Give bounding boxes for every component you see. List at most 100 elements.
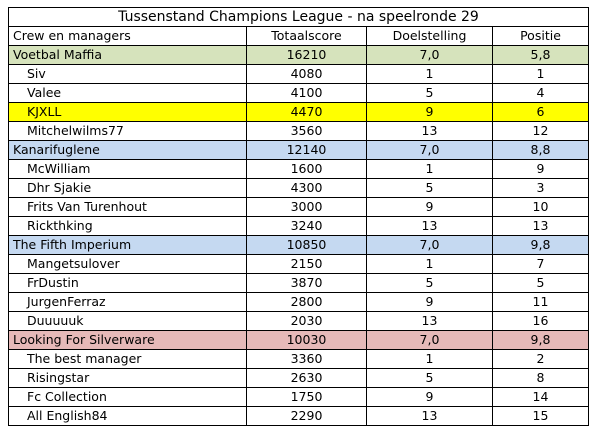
total-score-cell: 4080 bbox=[246, 64, 367, 84]
total-score-cell: 2290 bbox=[246, 406, 367, 426]
position-cell: 11 bbox=[492, 292, 589, 312]
total-score-cell: 2150 bbox=[246, 254, 367, 274]
manager-name: Fc Collection bbox=[8, 387, 247, 407]
position-cell: 15 bbox=[492, 406, 589, 426]
goal-cell: 13 bbox=[366, 311, 493, 331]
table-title: Tussenstand Champions League - na speelr… bbox=[8, 7, 589, 27]
manager-row: Dhr Sjakie 4300 5 3 bbox=[8, 178, 589, 198]
total-score-cell: 3870 bbox=[246, 273, 367, 293]
goal-cell: 9 bbox=[366, 102, 493, 122]
goal-cell: 7,0 bbox=[366, 235, 493, 255]
position-cell: 7 bbox=[492, 254, 589, 274]
goal-cell: 9 bbox=[366, 197, 493, 217]
total-score-cell: 4470 bbox=[246, 102, 367, 122]
title-row: Tussenstand Champions League - na speelr… bbox=[8, 7, 589, 27]
team-row: The Fifth Imperium 10850 7,0 9,8 bbox=[8, 235, 589, 255]
header-crew: Crew en managers bbox=[8, 26, 247, 46]
position-cell: 9 bbox=[492, 159, 589, 179]
header-positie: Positie bbox=[492, 26, 589, 46]
position-cell: 9,8 bbox=[492, 330, 589, 350]
position-cell: 5 bbox=[492, 273, 589, 293]
total-score-cell: 16210 bbox=[246, 45, 367, 65]
manager-name: KJXLL bbox=[8, 102, 247, 122]
total-score-cell: 2800 bbox=[246, 292, 367, 312]
goal-cell: 5 bbox=[366, 368, 493, 388]
position-cell: 10 bbox=[492, 197, 589, 217]
position-cell: 2 bbox=[492, 349, 589, 369]
total-score-cell: 10850 bbox=[246, 235, 367, 255]
position-cell: 8,8 bbox=[492, 140, 589, 160]
position-cell: 3 bbox=[492, 178, 589, 198]
goal-cell: 5 bbox=[366, 273, 493, 293]
position-cell: 4 bbox=[492, 83, 589, 103]
goal-cell: 9 bbox=[366, 292, 493, 312]
manager-name: Frits Van Turenhout bbox=[8, 197, 247, 217]
manager-name: Risingstar bbox=[8, 368, 247, 388]
manager-row: Rickthking 3240 13 13 bbox=[8, 216, 589, 236]
position-cell: 14 bbox=[492, 387, 589, 407]
manager-row: Frits Van Turenhout 3000 9 10 bbox=[8, 197, 589, 217]
standings-table: Tussenstand Champions League - na speelr… bbox=[8, 7, 589, 426]
manager-name: Dhr Sjakie bbox=[8, 178, 247, 198]
manager-name: Mangetsulover bbox=[8, 254, 247, 274]
manager-name: Mitchelwilms77 bbox=[8, 121, 247, 141]
goal-cell: 1 bbox=[366, 254, 493, 274]
total-score-cell: 4300 bbox=[246, 178, 367, 198]
total-score-cell: 3240 bbox=[246, 216, 367, 236]
manager-row: Mitchelwilms77 3560 13 12 bbox=[8, 121, 589, 141]
manager-name: The best manager bbox=[8, 349, 247, 369]
goal-cell: 7,0 bbox=[366, 330, 493, 350]
position-cell: 9,8 bbox=[492, 235, 589, 255]
position-cell: 8 bbox=[492, 368, 589, 388]
total-score-cell: 12140 bbox=[246, 140, 367, 160]
manager-name: JurgenFerraz bbox=[8, 292, 247, 312]
manager-row: Fc Collection 1750 9 14 bbox=[8, 387, 589, 407]
total-score-cell: 1750 bbox=[246, 387, 367, 407]
team-name: The Fifth Imperium bbox=[8, 235, 247, 255]
position-cell: 1 bbox=[492, 64, 589, 84]
goal-cell: 5 bbox=[366, 83, 493, 103]
goal-cell: 1 bbox=[366, 159, 493, 179]
manager-name: Valee bbox=[8, 83, 247, 103]
goal-cell: 9 bbox=[366, 387, 493, 407]
position-cell: 6 bbox=[492, 102, 589, 122]
total-score-cell: 10030 bbox=[246, 330, 367, 350]
manager-name: All English84 bbox=[8, 406, 247, 426]
team-row: Looking For Silverware 10030 7,0 9,8 bbox=[8, 330, 589, 350]
manager-row: Risingstar 2630 5 8 bbox=[8, 368, 589, 388]
total-score-cell: 2630 bbox=[246, 368, 367, 388]
manager-row: KJXLL 4470 9 6 bbox=[8, 102, 589, 122]
position-cell: 5,8 bbox=[492, 45, 589, 65]
header-row: Crew en managers Totaalscore Doelstellin… bbox=[8, 26, 589, 46]
standings-body: Tussenstand Champions League - na speelr… bbox=[8, 7, 589, 426]
goal-cell: 13 bbox=[366, 406, 493, 426]
total-score-cell: 4100 bbox=[246, 83, 367, 103]
header-doelstelling: Doelstelling bbox=[366, 26, 493, 46]
team-row: Kanarifuglene 12140 7,0 8,8 bbox=[8, 140, 589, 160]
goal-cell: 7,0 bbox=[366, 140, 493, 160]
manager-row: The best manager 3360 1 2 bbox=[8, 349, 589, 369]
total-score-cell: 2030 bbox=[246, 311, 367, 331]
team-row: Voetbal Maffia 16210 7,0 5,8 bbox=[8, 45, 589, 65]
team-name: Kanarifuglene bbox=[8, 140, 247, 160]
manager-row: JurgenFerraz 2800 9 11 bbox=[8, 292, 589, 312]
position-cell: 13 bbox=[492, 216, 589, 236]
manager-name: FrDustin bbox=[8, 273, 247, 293]
manager-name: McWilliam bbox=[8, 159, 247, 179]
goal-cell: 7,0 bbox=[366, 45, 493, 65]
total-score-cell: 3560 bbox=[246, 121, 367, 141]
position-cell: 12 bbox=[492, 121, 589, 141]
goal-cell: 13 bbox=[366, 121, 493, 141]
goal-cell: 1 bbox=[366, 64, 493, 84]
manager-row: Valee 4100 5 4 bbox=[8, 83, 589, 103]
manager-name: Duuuuuk bbox=[8, 311, 247, 331]
manager-row: Duuuuuk 2030 13 16 bbox=[8, 311, 589, 331]
goal-cell: 13 bbox=[366, 216, 493, 236]
team-name: Voetbal Maffia bbox=[8, 45, 247, 65]
total-score-cell: 3000 bbox=[246, 197, 367, 217]
manager-name: Siv bbox=[8, 64, 247, 84]
manager-row: Mangetsulover 2150 1 7 bbox=[8, 254, 589, 274]
position-cell: 16 bbox=[492, 311, 589, 331]
manager-row: FrDustin 3870 5 5 bbox=[8, 273, 589, 293]
manager-row: All English84 2290 13 15 bbox=[8, 406, 589, 426]
